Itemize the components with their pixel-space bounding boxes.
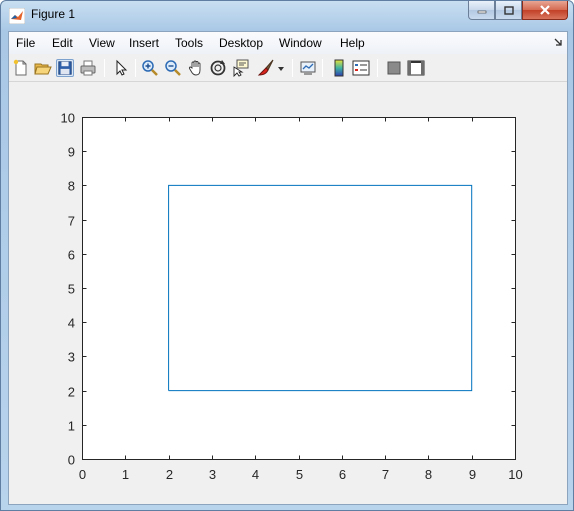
- edit-plot-arrow-icon[interactable]: [112, 59, 130, 77]
- x-tick-label: 0: [79, 467, 86, 482]
- menu-desktop[interactable]: Desktop: [219, 36, 264, 50]
- x-tick-label: 10: [508, 467, 522, 482]
- x-tick-label: 4: [252, 467, 259, 482]
- axes-background[interactable]: [82, 117, 515, 459]
- y-tick-label: 7: [68, 214, 75, 229]
- brush-dropdown-icon[interactable]: [277, 59, 285, 77]
- caption-buttons: [468, 1, 568, 20]
- menu-file[interactable]: File: [16, 36, 36, 50]
- pan-hand-icon[interactable]: [187, 59, 205, 77]
- toolbar-separator: [135, 59, 136, 77]
- x-tick-label: 5: [296, 467, 303, 482]
- series-line[interactable]: [168, 184, 473, 392]
- y-tick-label: 2: [68, 385, 75, 400]
- minimize-icon: [477, 10, 486, 14]
- data-cursor-icon[interactable]: [232, 59, 250, 77]
- menu-edit[interactable]: Edit: [52, 36, 73, 50]
- insert-colorbar-icon[interactable]: [330, 59, 348, 77]
- axes-box: [82, 117, 516, 460]
- series-group: [168, 184, 473, 392]
- maximize-icon: [503, 5, 514, 15]
- toolbar-separator: [322, 59, 323, 77]
- dock-arrow-icon[interactable]: [553, 37, 563, 47]
- close-button[interactable]: [522, 1, 568, 20]
- y-tick-label: 9: [68, 145, 75, 160]
- x-tick-label: 9: [469, 467, 476, 482]
- y-tick-label: 6: [68, 248, 75, 263]
- axis-ticks: 0 1 2 3 4 5 6 7 8 9 10 0 1 2 3 4 5 6 7 8 9 10: [61, 111, 523, 483]
- y-tick-label: 0: [68, 453, 75, 468]
- print-icon[interactable]: [79, 59, 97, 77]
- x-tick-label: 1: [122, 467, 129, 482]
- close-icon: [540, 5, 550, 15]
- x-tick-label: 3: [209, 467, 216, 482]
- window-title: Figure 1: [31, 7, 76, 21]
- rotate-3d-icon[interactable]: [209, 59, 227, 77]
- y-tick-label: 3: [68, 350, 75, 365]
- zoom-out-icon[interactable]: [164, 59, 182, 77]
- menu-view[interactable]: View: [89, 36, 115, 50]
- y-tick-label: 4: [68, 316, 75, 331]
- axes-svg[interactable]: 0 1 2 3 4 5 6 7 8 9 10 0 1 2 3 4 5 6 7 8 9 10: [9, 83, 567, 504]
- insert-legend-icon[interactable]: [352, 59, 370, 77]
- brush-icon[interactable]: [257, 59, 275, 77]
- toolbar-separator: [292, 59, 293, 77]
- maximize-button[interactable]: [495, 1, 522, 20]
- show-plot-tools-icon[interactable]: [407, 59, 425, 77]
- menu-tools[interactable]: Tools: [175, 36, 204, 50]
- x-tick-label: 2: [166, 467, 173, 482]
- y-tick-label: 10: [61, 111, 75, 126]
- minimize-button[interactable]: [468, 1, 495, 20]
- plot-area: 0 1 2 3 4 5 6 7 8 9 10 0 1 2 3 4 5 6 7 8 9 10: [9, 83, 567, 504]
- toolbar-separator: [104, 59, 105, 77]
- menu-help[interactable]: Help: [340, 36, 365, 50]
- figure-client-area: File Edit View Insert Tools Desktop Wind…: [8, 31, 568, 505]
- y-tick-label: 8: [68, 179, 75, 194]
- menu-window[interactable]: Window: [279, 36, 322, 50]
- zoom-in-icon[interactable]: [141, 59, 159, 77]
- hide-plot-tools-icon[interactable]: [385, 59, 403, 77]
- toolbar-separator: [377, 59, 378, 77]
- open-file-icon[interactable]: [34, 59, 52, 77]
- link-plot-icon[interactable]: [299, 59, 317, 77]
- x-tick-label: 7: [382, 467, 389, 482]
- menu-insert[interactable]: Insert: [129, 36, 160, 50]
- matlab-logo-icon: [9, 8, 25, 24]
- y-tick-label: 5: [68, 282, 75, 297]
- title-bar[interactable]: Figure 1: [1, 1, 573, 31]
- y-tick-label: 1: [68, 419, 75, 434]
- save-icon[interactable]: [56, 59, 74, 77]
- new-figure-icon[interactable]: [12, 59, 30, 77]
- menu-bar: File Edit View Insert Tools Desktop Wind…: [9, 32, 567, 54]
- figure-toolbar: [9, 55, 567, 82]
- x-tick-label: 8: [425, 467, 432, 482]
- x-tick-label: 6: [339, 467, 346, 482]
